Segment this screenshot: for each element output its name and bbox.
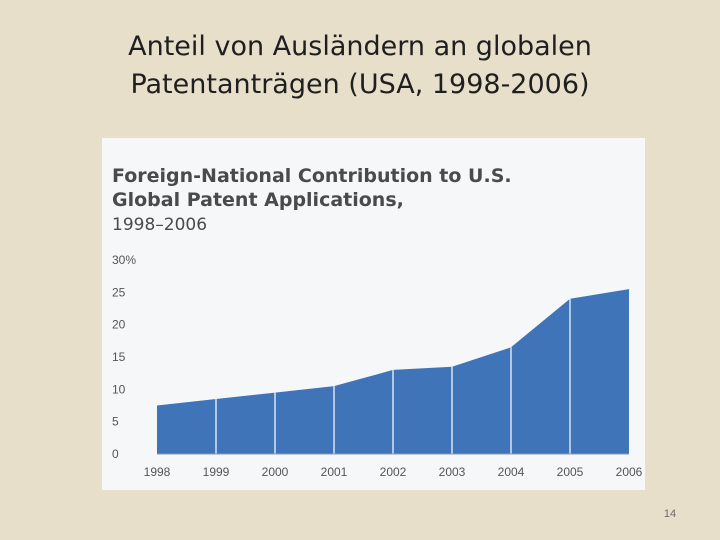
chart-image: Foreign-National Contribution to U.S. Gl… <box>102 138 645 490</box>
x-tick-label: 2001 <box>321 465 348 479</box>
x-tick-label: 2003 <box>439 465 466 479</box>
x-tick-label: 1999 <box>203 465 230 479</box>
x-tick-label: 2005 <box>557 465 584 479</box>
y-tick-label: 10 <box>112 382 126 396</box>
slide-title-line-1: Anteil von Ausländern an globalen <box>128 31 592 62</box>
chart-subtitle: 1998–2006 <box>112 215 208 235</box>
y-tick-label: 15 <box>112 350 126 364</box>
slide-number: 14 <box>663 508 677 520</box>
area-chart: 30% 25 20 15 10 5 0 1998 1999 2000 2001 2002 2003 200… <box>112 253 643 479</box>
y-tick-label: 25 <box>112 285 126 299</box>
x-tick-label: 2004 <box>498 465 525 479</box>
y-tick-label: 20 <box>112 318 126 332</box>
x-tick-label: 2002 <box>380 465 407 479</box>
slide-title: Anteil von Ausländern an globalen Patent… <box>60 28 660 104</box>
slide-title-line-2: Patentanträgen (USA, 1998-2006) <box>130 69 590 100</box>
x-tick-label: 2000 <box>262 465 289 479</box>
x-tick-label: 1998 <box>144 465 171 479</box>
y-tick-label: 30% <box>112 253 136 267</box>
y-tick-label: 0 <box>112 447 119 461</box>
chart-title: Foreign-National Contribution to U.S. Gl… <box>112 165 512 211</box>
x-tick-label: 2006 <box>616 465 643 479</box>
y-tick-label: 5 <box>112 415 119 429</box>
